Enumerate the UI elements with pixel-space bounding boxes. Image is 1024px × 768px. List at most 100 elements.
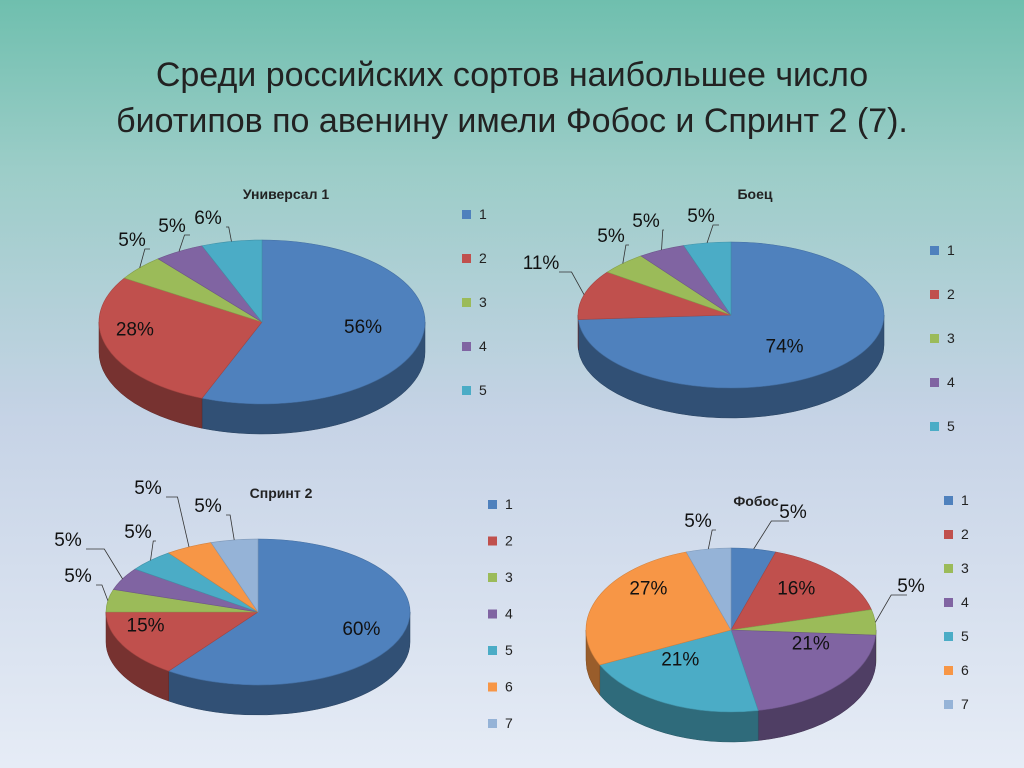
data-label-2: 16% [777, 578, 815, 599]
legend-swatch-5 [488, 646, 497, 655]
legend-label-5: 5 [961, 628, 969, 644]
legend-swatch-2 [930, 290, 939, 299]
legend-swatch-5 [944, 632, 953, 641]
pie-slice-5 [683, 241, 732, 316]
data-label-2: 28% [116, 320, 154, 341]
data-label-1: 60% [342, 619, 380, 640]
legend-swatch-1 [944, 496, 953, 505]
chart-universal-1: 56% 28% 5% 5% 6% Универсал 1 1 2 3 4 5 [98, 186, 487, 435]
leader-line [178, 234, 190, 252]
legend-label-1: 1 [505, 496, 513, 512]
legend-swatch-1 [462, 210, 471, 219]
legend-label-5: 5 [947, 418, 955, 434]
legend-swatch-4 [462, 342, 471, 351]
legend-swatch-2 [462, 254, 471, 263]
data-label-4: 5% [632, 211, 660, 232]
legend-swatch-3 [944, 564, 953, 573]
legend-swatch-5 [930, 422, 939, 431]
legend-swatch-7 [488, 719, 497, 728]
pie-slice-2 [105, 611, 259, 672]
leader-line [622, 244, 629, 264]
chart-boets: 74% 11% 5% 5% 5% Боец 1 2 3 4 5 [523, 186, 955, 434]
pie-slice-7 [210, 538, 259, 613]
legend-label-3: 3 [505, 569, 513, 585]
legend-swatch-2 [944, 530, 953, 539]
data-label-4: 21% [792, 633, 830, 654]
chart-title: Фобос [733, 493, 779, 509]
legend-swatch-6 [488, 682, 497, 692]
legend: 1 2 3 4 5 [462, 206, 487, 398]
legend-swatch-2 [488, 536, 497, 546]
legend-swatch-4 [930, 378, 939, 387]
legend-label-4: 4 [947, 374, 955, 390]
leader-line [706, 224, 719, 244]
legend-label-4: 4 [961, 594, 969, 610]
data-label-5: 21% [661, 650, 699, 671]
legend-label-1: 1 [479, 206, 487, 222]
legend-label-2: 2 [961, 526, 969, 542]
leader-line [559, 271, 585, 295]
pie-slice-5 [599, 629, 759, 713]
data-label-1: 5% [779, 502, 807, 523]
pie-slice-7 [685, 547, 732, 632]
slide-title: Среди российских сортов наибольшее число… [0, 52, 1024, 144]
leader-line [226, 514, 235, 540]
data-label-3: 5% [897, 576, 925, 597]
data-label-3: 5% [118, 230, 146, 251]
chart-title: Спринт 2 [250, 485, 313, 501]
legend-swatch-7 [944, 700, 953, 709]
leader-line [226, 226, 232, 242]
legend-swatch-3 [488, 573, 497, 582]
data-label-6: 5% [134, 478, 162, 499]
legend-label-2: 2 [505, 533, 513, 549]
data-label-2: 11% [523, 253, 560, 274]
legend-label-7: 7 [961, 696, 969, 712]
data-label-4: 5% [54, 530, 82, 551]
legend-label-7: 7 [505, 715, 513, 731]
leader-line [150, 540, 156, 561]
data-label-6: 27% [629, 578, 667, 599]
leader-line [875, 594, 907, 623]
pie-slice-2 [730, 551, 872, 631]
leader-line [753, 520, 789, 550]
chart-sprint-2: 60% 15% 5% 5% 5% 5% 5% Спринт 2 1 2 3 4 5 6 7 [54, 478, 513, 731]
legend-label-5: 5 [505, 642, 513, 658]
legend-swatch-5 [462, 386, 471, 395]
legend-label-1: 1 [947, 242, 955, 258]
pie-slice-1 [201, 239, 426, 405]
chart-title: Боец [737, 186, 772, 202]
legend-label-2: 2 [947, 286, 955, 302]
leader-line [707, 529, 716, 550]
legend-swatch-4 [488, 609, 497, 619]
data-label-2: 15% [127, 615, 165, 636]
leader-line [661, 229, 664, 250]
data-label-5: 5% [687, 206, 715, 227]
pie-slice-1 [167, 538, 411, 686]
legend-label-5: 5 [479, 382, 487, 398]
data-label-7: 5% [194, 496, 222, 517]
legend: 1 2 3 4 5 [930, 242, 955, 434]
legend: 1 2 3 4 5 6 7 [488, 496, 513, 731]
legend-label-2: 2 [479, 250, 487, 266]
pie-slice-4 [730, 629, 877, 711]
leader-line [166, 496, 190, 548]
legend-swatch-1 [488, 500, 497, 509]
data-label-3: 5% [64, 566, 92, 587]
pie-slice-2 [577, 271, 732, 320]
legend-swatch-1 [930, 246, 939, 255]
legend-label-3: 3 [479, 294, 487, 310]
data-label-3: 5% [597, 226, 625, 247]
leader-line [96, 584, 109, 601]
data-label-4: 5% [158, 216, 186, 237]
legend-label-6: 6 [961, 662, 969, 678]
legend-swatch-3 [462, 298, 471, 307]
slide-title-line-1: Среди российских сортов наибольшее число [155, 56, 869, 94]
pie-slice-6 [585, 551, 732, 666]
data-label-1: 56% [344, 317, 382, 338]
data-label-7: 5% [684, 511, 712, 532]
legend-swatch-3 [930, 334, 939, 343]
data-label-5: 6% [194, 208, 222, 229]
data-label-5: 5% [124, 522, 152, 543]
legend-swatch-4 [944, 598, 953, 607]
